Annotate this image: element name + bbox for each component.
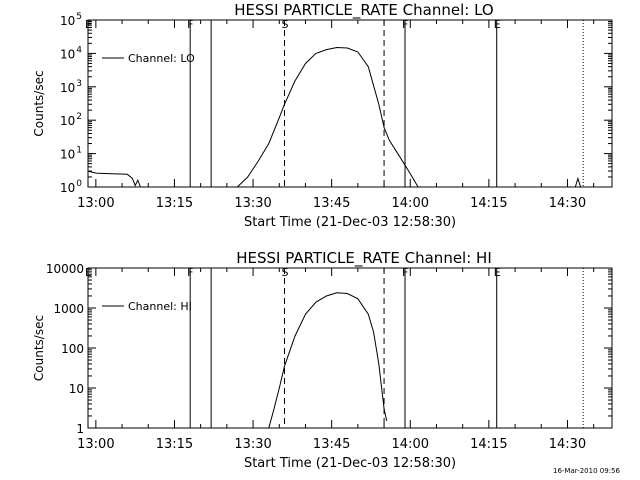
time-marker-label: E: [85, 18, 92, 31]
plot-frame: [87, 267, 613, 429]
time-marker-label: S: [282, 18, 289, 31]
series-line: [236, 46, 419, 188]
x-tick-label: 13:00: [77, 437, 114, 452]
y-tick-base: 10: [60, 81, 75, 95]
time-marker-label: F: [187, 266, 193, 279]
chart-panel-1: HESSI PARTICLE_RATE Channel: LO Counts/se…: [32, 1, 613, 230]
y-tick-exponent: 5: [76, 12, 82, 22]
x-tick-label: 13:45: [313, 437, 350, 452]
x-tick-label: 14:30: [549, 196, 586, 211]
y-tick-label: 105: [60, 12, 82, 28]
y-axis-label: Counts/sec: [32, 70, 46, 136]
y-tick-exponent: 1: [76, 146, 82, 156]
y-tick-label: 10: [69, 382, 84, 396]
y-tick-label: 103: [60, 79, 82, 95]
chart-title: HESSI PARTICLE_RATE Channel: LO: [234, 1, 493, 20]
y-tick-base: 10: [60, 14, 75, 28]
y-tick-exponent: 3: [76, 79, 82, 89]
plot-timestamp: 16-Mar-2010 09:56: [553, 467, 620, 475]
x-tick-label: 13:00: [77, 196, 114, 211]
y-tick-label: 10000: [46, 262, 84, 276]
y-tick-label: 100: [61, 342, 84, 356]
y-tick-label: 1: [76, 422, 84, 436]
y-tick-label: 101: [60, 146, 82, 162]
legend-label: Channel: LO: [128, 52, 195, 65]
time-marker-label: E: [494, 18, 501, 31]
y-axis-label: Counts/sec: [32, 315, 46, 381]
time-marker-label: F: [402, 18, 408, 31]
y-tick-label: 1000: [53, 302, 84, 316]
chart-title: HESSI PARTICLE_RATE Channel: HI: [236, 249, 492, 268]
y-tick-label: 104: [60, 45, 82, 61]
x-tick-label: 14:00: [392, 437, 429, 452]
series-line: [268, 292, 388, 429]
time-marker-label: F: [187, 18, 193, 31]
x-tick-label: 13:15: [156, 437, 193, 452]
series-line: [87, 170, 141, 188]
x-axis-label: Start Time (21-Dec-03 12:58:30): [244, 456, 456, 471]
y-tick-base: 10: [60, 47, 75, 61]
time-marker-label: S: [282, 266, 289, 279]
x-tick-label: 13:15: [156, 196, 193, 211]
x-axis-label: Start Time (21-Dec-03 12:58:30): [244, 215, 456, 230]
x-tick-label: 13:30: [234, 437, 271, 452]
time-marker-label: F: [402, 266, 408, 279]
chart-panel-2: HESSI PARTICLE_RATE Channel: HI Counts/se…: [32, 249, 613, 471]
time-marker-label: E: [85, 266, 92, 279]
legend-label: Channel: HI: [128, 300, 192, 313]
time-marker-label: E: [494, 266, 501, 279]
x-tick-label: 13:45: [313, 196, 350, 211]
y-tick-label: 102: [60, 112, 82, 128]
x-tick-label: 14:00: [392, 196, 429, 211]
y-tick-exponent: 0: [76, 179, 82, 189]
x-tick-label: 14:30: [549, 437, 586, 452]
y-tick-exponent: 2: [76, 112, 82, 122]
plot-frame: [87, 19, 613, 188]
y-tick-base: 10: [60, 114, 75, 128]
series-line: [574, 176, 582, 188]
y-tick-exponent: 4: [76, 45, 82, 55]
y-tick-label: 100: [60, 179, 82, 195]
x-tick-label: 14:15: [470, 437, 507, 452]
y-tick-base: 10: [60, 181, 75, 195]
y-tick-base: 10: [60, 148, 75, 162]
x-tick-label: 14:15: [470, 196, 507, 211]
x-tick-label: 13:30: [234, 196, 271, 211]
